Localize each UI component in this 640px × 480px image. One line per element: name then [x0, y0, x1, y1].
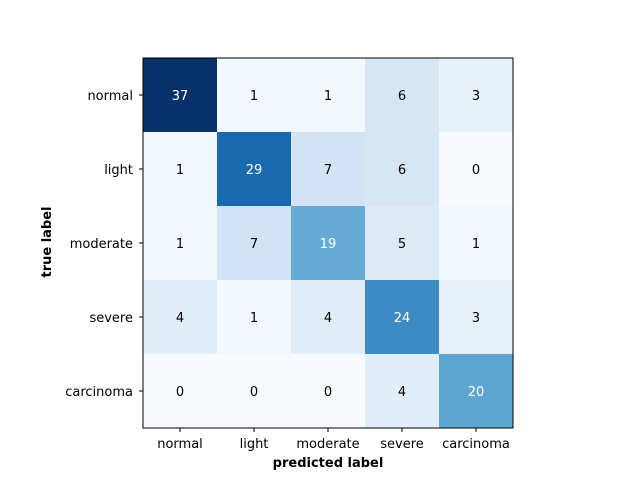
cell-value-label: 1: [176, 237, 184, 252]
cell-value-label: 4: [176, 311, 184, 326]
cell-value-label: 7: [324, 163, 332, 178]
x-tick-label: light: [240, 437, 269, 452]
heatmap-cell: [439, 280, 514, 355]
heatmap-cell: [291, 58, 366, 133]
cell-value-labels: 37 1 1 6 31 29 7 6 01 7 19 5 14 1 4 24 30 0 0 4 20: [172, 89, 485, 400]
heatmap-cell: [365, 132, 440, 207]
cell-value-label: 3: [472, 311, 480, 326]
y-tick-label: normal: [87, 89, 133, 104]
cell-value-label: 4: [398, 385, 406, 400]
heatmap-cell: [291, 206, 366, 281]
x-axis-label: predicted label: [273, 456, 384, 471]
heatmap-cell: [143, 280, 218, 355]
heatmap-cell: [365, 354, 440, 429]
y-tick-label: severe: [89, 311, 133, 326]
cell-value-label: 0: [472, 163, 480, 178]
heatmap-cell: [439, 132, 514, 207]
x-tick-label: severe: [380, 437, 424, 452]
cell-value-label: 4: [324, 311, 332, 326]
x-tick-label: carcinoma: [442, 437, 510, 452]
cell-value-label: 6: [398, 163, 406, 178]
heatmap-cell: [439, 206, 514, 281]
cell-value-label: 7: [250, 237, 258, 252]
heatmap-cell: [365, 280, 440, 355]
cell-value-label: 0: [324, 385, 332, 400]
cell-value-label: 0: [250, 385, 258, 400]
cell-value-label: 29: [246, 163, 263, 178]
x-tick-label: moderate: [296, 437, 359, 452]
y-tick-label: light: [104, 163, 133, 178]
y-axis-label: true label: [40, 206, 55, 277]
heatmap-cell: [143, 58, 218, 133]
heatmap-cell: [143, 132, 218, 207]
heatmap-cell: [217, 280, 292, 355]
cell-value-label: 6: [398, 89, 406, 104]
heatmap-cell: [143, 206, 218, 281]
cell-value-label: 1: [250, 89, 258, 104]
heatmap-cell: [217, 354, 292, 429]
cell-value-label: 1: [250, 311, 258, 326]
cell-value-label: 0: [176, 385, 184, 400]
y-tick-label: carcinoma: [65, 385, 133, 400]
cell-value-label: 19: [320, 237, 337, 252]
heatmap-cell: [291, 132, 366, 207]
cell-value-label: 1: [324, 89, 332, 104]
y-axis-ticks: normal light moderate severe carcinoma: [65, 89, 143, 400]
heatmap-cell: [217, 132, 292, 207]
cell-value-label: 20: [468, 385, 485, 400]
x-axis-ticks: normal light moderate severe carcinoma: [157, 428, 510, 452]
cell-value-label: 5: [398, 237, 406, 252]
cell-value-label: 3: [472, 89, 480, 104]
heatmap-cell: [365, 58, 440, 133]
heatmap-cell: [291, 354, 366, 429]
heatmap-cell: [217, 58, 292, 133]
cell-value-label: 1: [472, 237, 480, 252]
cell-value-label: 24: [394, 311, 411, 326]
x-tick-label: normal: [157, 437, 203, 452]
heatmap-cell: [365, 206, 440, 281]
y-tick-label: moderate: [70, 237, 133, 252]
cell-value-label: 1: [176, 163, 184, 178]
cell-value-label: 37: [172, 89, 189, 104]
heatmap-cell: [217, 206, 292, 281]
heatmap-cell: [439, 354, 514, 429]
heatmap-cell: [291, 280, 366, 355]
heatmap-cell: [143, 354, 218, 429]
heatmap-cell: [439, 58, 514, 133]
heatmap-cells: [143, 58, 514, 429]
